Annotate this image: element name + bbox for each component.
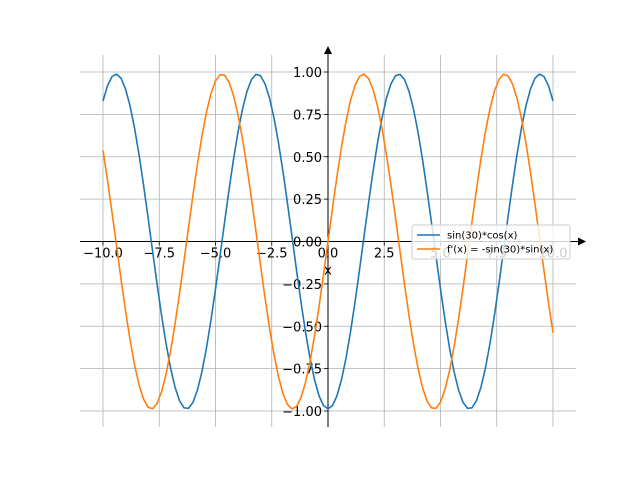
legend-box xyxy=(411,224,571,260)
series-line-0 xyxy=(102,73,554,410)
series xyxy=(102,73,554,410)
y-tick-label: 0.50 xyxy=(293,151,322,166)
y-tick-label: −0.50 xyxy=(282,320,322,335)
y-axis-arrow-icon xyxy=(324,46,332,54)
x-tick-label: 2.5 xyxy=(374,247,395,262)
x-axis-label: x xyxy=(324,264,332,279)
x-tick-label: −10.0 xyxy=(83,247,123,262)
y-tick-label: −0.25 xyxy=(282,278,322,293)
x-tick-label: −2.5 xyxy=(256,247,288,262)
y-tick-label: 0.00 xyxy=(293,236,322,251)
legend-label-0: sin(30)*cos(x) xyxy=(447,231,517,242)
x-tick-label: 0.0 xyxy=(318,247,339,262)
x-tick-label: −7.5 xyxy=(143,247,175,262)
y-tick-label: 0.75 xyxy=(293,108,322,123)
y-tick-label: −1.00 xyxy=(282,405,322,420)
x-axis-arrow-icon xyxy=(578,237,586,246)
legend-label-1: f'(x) = -sin(30)*sin(x) xyxy=(447,245,553,256)
y-tick-label: 1.00 xyxy=(293,66,322,81)
y-tick-label: 0.25 xyxy=(293,193,322,208)
y-tick-label: −0.75 xyxy=(282,363,322,378)
series-line-1 xyxy=(102,73,554,410)
x-tick-label: −5.0 xyxy=(200,247,232,262)
legend: sin(30)*cos(x) f'(x) = -sin(30)*sin(x) xyxy=(411,224,571,260)
